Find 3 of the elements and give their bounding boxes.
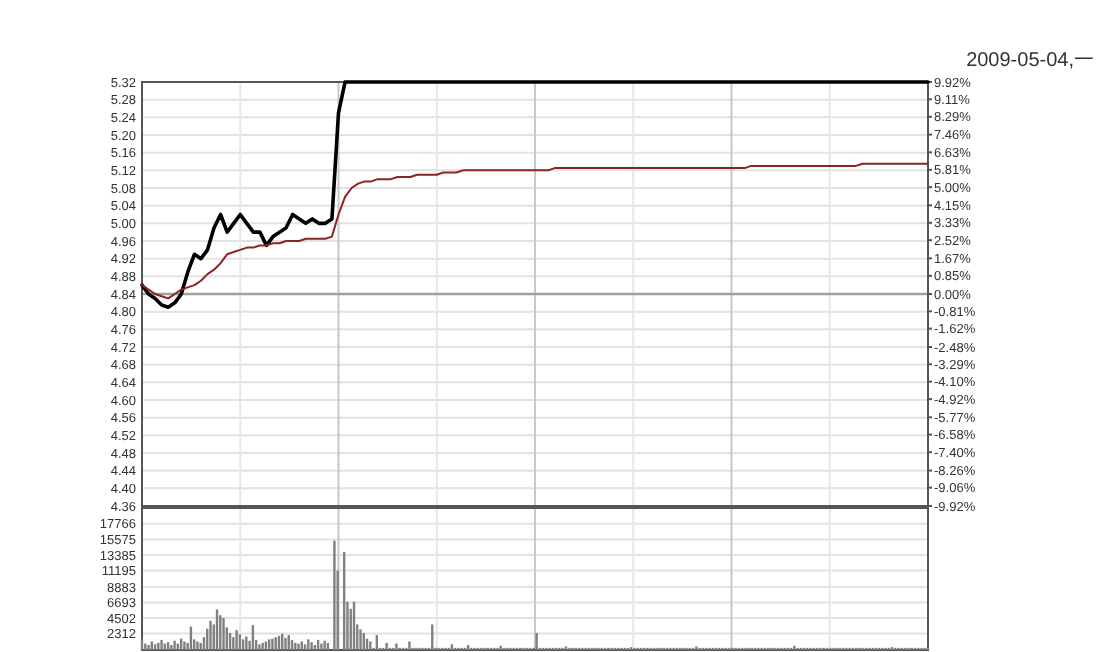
line-series bbox=[140, 80, 930, 310]
text: 2009-05-04,一 bbox=[966, 50, 1094, 72]
line-series bbox=[141, 162, 929, 300]
